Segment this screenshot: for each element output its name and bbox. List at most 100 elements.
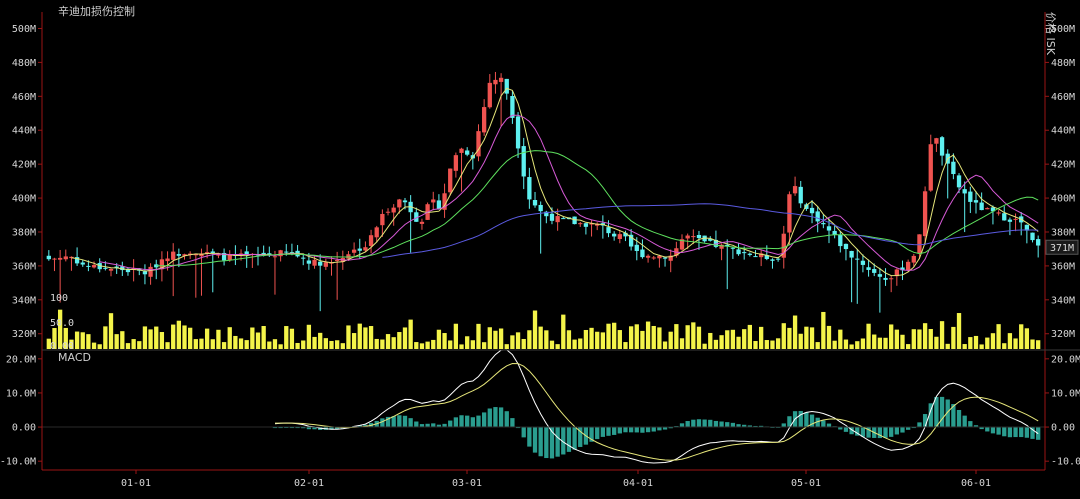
candle-body (572, 216, 577, 225)
macd-histogram-bar (1002, 427, 1007, 437)
volume-bar (510, 335, 515, 349)
volume-bar (956, 313, 962, 349)
y-tick-label-right: 400M (1051, 194, 1075, 205)
y-tick-label: 500M (12, 24, 36, 35)
candle-body (108, 268, 114, 271)
volume-bar (566, 330, 572, 349)
volume-bar (826, 325, 832, 349)
volume-bar (990, 333, 996, 349)
candle-body (459, 148, 464, 153)
volume-bar (295, 342, 300, 349)
candle-body (708, 238, 713, 241)
macd-tick-label-right: 10.0M (1051, 388, 1080, 399)
volume-bar (877, 337, 883, 349)
candle-body (634, 244, 639, 251)
volume-bar (555, 344, 560, 349)
candle-body (363, 247, 368, 251)
candle-body (996, 212, 1001, 214)
candle-body (781, 233, 786, 258)
macd-histogram-bar (306, 427, 312, 430)
macd-histogram-bar (866, 427, 871, 438)
macd-tick-label-right: 0.00 (1051, 423, 1075, 434)
volume-bar (498, 328, 504, 349)
candle-body (289, 252, 295, 254)
candle-body (640, 249, 645, 258)
macd-histogram-bar (843, 427, 849, 432)
candle-body (125, 268, 131, 273)
macd-histogram-bar (922, 414, 928, 428)
candle-body (922, 191, 928, 237)
volume-bar (544, 330, 549, 349)
volume-bar (860, 338, 866, 349)
x-tick-label: 01-01 (121, 478, 151, 489)
volume-bar (267, 341, 272, 349)
volume-bar (306, 324, 312, 349)
candle-body (1030, 232, 1035, 241)
x-tick-label: 03-01 (452, 478, 482, 489)
candle-body (719, 244, 724, 249)
macd-histogram-bar (617, 427, 622, 434)
volume-bar (137, 341, 142, 349)
macd-histogram-bar (905, 427, 911, 430)
volume-bar (572, 339, 577, 349)
macd-histogram-bar (532, 427, 538, 453)
macd-histogram-bar (951, 404, 956, 428)
macd-histogram-bar (900, 427, 905, 433)
macd-label: MACD (58, 351, 91, 364)
volume-bar (1002, 343, 1007, 349)
candle-body (764, 255, 769, 260)
volume-bar (538, 326, 543, 349)
macd-histogram-bar (391, 416, 396, 428)
y-tick-label-right: 420M (1051, 160, 1075, 171)
volume-bar (261, 326, 266, 349)
volume-bar (301, 340, 306, 349)
y-tick-label-right: 460M (1051, 92, 1075, 103)
volume-bar (798, 333, 803, 349)
macd-tick-label: -10.0M (0, 457, 36, 468)
candle-body (883, 277, 888, 280)
volume-bar (171, 324, 176, 349)
macd-histogram-bar (538, 427, 543, 457)
macd-histogram-bar (335, 427, 340, 430)
candle-body (527, 177, 532, 200)
macd-histogram-bar (555, 427, 560, 457)
candle-body (662, 257, 668, 259)
y-tick-label: 360M (12, 261, 36, 272)
y-tick-label-right: 500M (1051, 24, 1075, 35)
candle-body (453, 155, 459, 171)
volume-bar (120, 331, 125, 349)
volume-bar (69, 339, 74, 349)
y-tick-label-right: 320M (1051, 329, 1075, 340)
volume-bar (866, 323, 871, 349)
volume-bar (928, 328, 933, 349)
candle-body (165, 258, 170, 262)
volume-bar (1019, 324, 1024, 349)
volume-bar (651, 325, 656, 349)
candle-body (318, 261, 323, 266)
macd-histogram-bar (470, 417, 475, 428)
candle-body (917, 234, 922, 254)
candle-body (877, 274, 883, 277)
candle-body (171, 251, 176, 260)
candle-body (730, 247, 736, 249)
macd-histogram-bar (595, 427, 600, 440)
macd-dif-line (274, 349, 1039, 464)
candle-body (872, 269, 877, 273)
macd-histogram-bar (425, 423, 430, 428)
candle-body (414, 212, 419, 222)
candle-body (849, 250, 854, 258)
y-tick-label: 440M (12, 126, 36, 137)
macd-histogram-bar (329, 427, 334, 430)
candle-body (668, 255, 673, 261)
macd-tick-label-right: 20.0M (1051, 354, 1080, 365)
volume-bar (640, 330, 645, 349)
candle-body (86, 265, 91, 267)
macd-histogram-bar (476, 415, 481, 428)
y-tick-label-right: 440M (1051, 126, 1075, 137)
volume-bar (233, 335, 238, 349)
macd-histogram-bar (487, 408, 492, 428)
macd-histogram-bar (713, 420, 719, 428)
macd-histogram-bar (527, 427, 532, 447)
macd-histogram-bar (510, 418, 515, 428)
candle-body (951, 161, 956, 175)
